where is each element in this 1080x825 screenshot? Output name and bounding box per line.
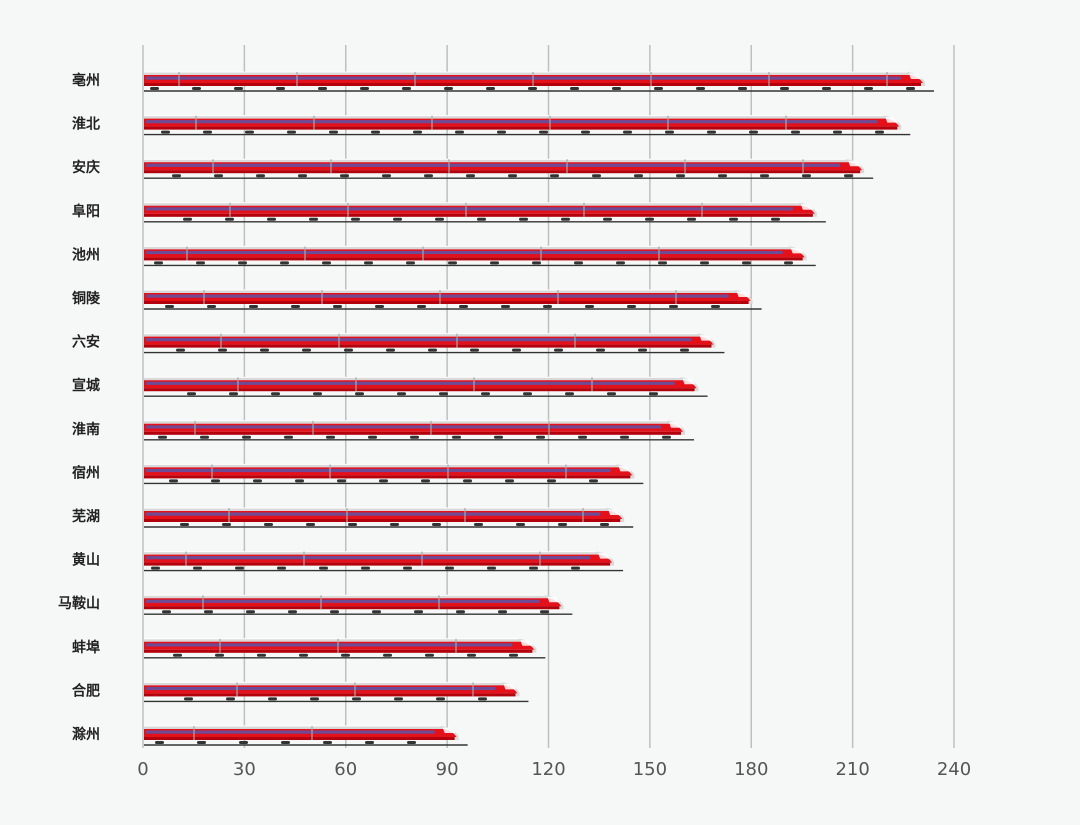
category-label: 池州 [72, 246, 100, 263]
category-label: 蚌埠 [72, 639, 100, 656]
category-label: 淮南 [72, 421, 100, 438]
category-label: 六安 [72, 334, 100, 351]
category-label: 马鞍山 [58, 595, 100, 612]
x-tick-label: 210 [835, 759, 869, 780]
bar [144, 71, 934, 92]
bar [144, 594, 573, 615]
bar [144, 333, 725, 354]
bar [144, 289, 762, 310]
bar [144, 376, 708, 397]
bar [144, 202, 826, 223]
category-label: 铜陵 [72, 290, 101, 307]
x-tick-label: 240 [937, 759, 971, 780]
category-label: 亳州 [72, 72, 100, 89]
bar [144, 115, 911, 136]
bar [144, 420, 695, 441]
bar [144, 158, 874, 179]
bar [144, 551, 624, 572]
category-label: 阜阳 [72, 203, 100, 220]
x-tick-label: 30 [233, 759, 256, 780]
category-label: 芜湖 [72, 508, 100, 525]
bar [144, 463, 644, 485]
category-label: 淮北 [72, 116, 100, 133]
bar [144, 245, 816, 267]
bar [144, 725, 468, 746]
x-tick-labels: 0 30 60 90 120 150 180 210 240 [137, 759, 971, 780]
x-tick-label: 90 [436, 759, 459, 780]
bar [144, 638, 546, 659]
x-tick-label: 180 [734, 759, 768, 780]
category-label: 合肥 [72, 682, 100, 699]
category-label: 宣城 [72, 377, 100, 394]
category-label: 宿州 [72, 464, 100, 481]
bars [144, 71, 934, 746]
x-tick-label: 150 [633, 759, 667, 780]
bar [144, 681, 529, 703]
x-tick-label: 60 [334, 759, 357, 780]
x-tick-label: 0 [137, 759, 148, 780]
category-label: 黄山 [72, 552, 100, 569]
x-tick-label: 120 [531, 759, 565, 780]
category-label: 滁州 [72, 726, 100, 743]
category-label: 安庆 [72, 159, 100, 176]
bar [144, 507, 634, 528]
